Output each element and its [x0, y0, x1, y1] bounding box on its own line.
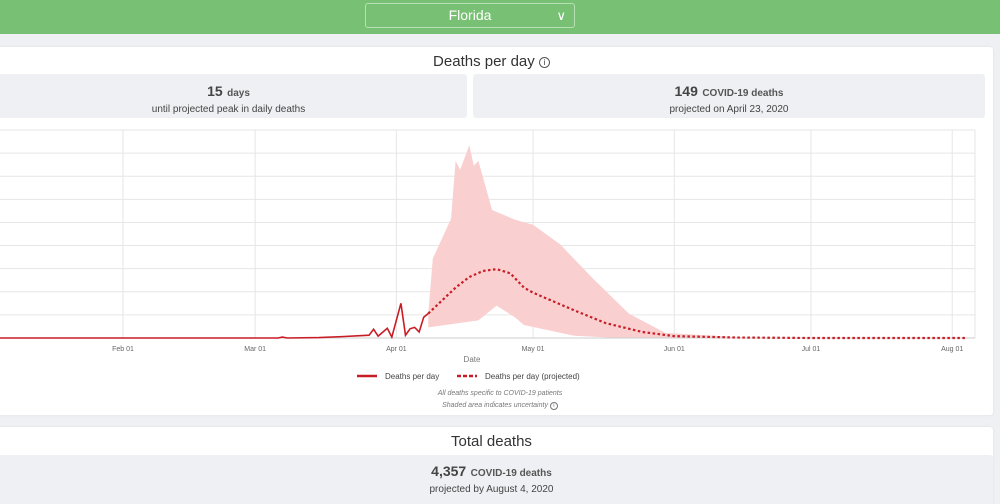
total-deaths-value: 4,357 — [431, 463, 467, 479]
state-select-value: Florida — [448, 7, 492, 23]
uncertainty-band — [428, 145, 966, 338]
total-deaths-card: Total deaths 4,357 COVID-19 deaths proje… — [0, 427, 993, 504]
card-title-text: Deaths per day — [433, 53, 535, 70]
x-tick-label: Jun 01 — [664, 346, 685, 353]
peak-deaths-unit: COVID-19 deaths — [702, 88, 784, 99]
x-tick-label: Feb 01 — [112, 346, 134, 353]
x-tick-label: May 01 — [522, 346, 545, 353]
info-icon[interactable]: i — [538, 57, 550, 68]
x-tick-label: Jul 01 — [802, 346, 821, 353]
x-tick-label: Mar 01 — [244, 346, 266, 353]
total-deaths-unit: COVID-19 deaths — [470, 468, 552, 479]
total-deaths-title: Total deaths — [451, 433, 532, 450]
legend-label-actual: Deaths per day — [385, 372, 439, 381]
total-deaths-caption: projected by August 4, 2020 — [429, 484, 554, 495]
total-deaths-stat: 4,357 COVID-19 deaths projected by Augus… — [0, 455, 993, 504]
peak-days-value: 15 — [207, 83, 223, 99]
legend-label-projected: Deaths per day (projected) — [485, 372, 580, 381]
peak-days-caption: until projected peak in daily deaths — [151, 104, 306, 115]
peak-deaths-caption: projected on April 23, 2020 — [669, 104, 789, 115]
note-uncertainty: Shaded area indicates uncertainty i — [0, 402, 1000, 410]
x-axis-label: Date — [464, 355, 481, 364]
x-tick-label: Aug 01 — [941, 346, 963, 353]
state-select[interactable]: Florida ∨ — [365, 3, 575, 28]
chevron-down-icon: ∨ — [556, 8, 566, 23]
peak-days-stat: 15 days until projected peak in daily de… — [0, 74, 467, 118]
note-deaths: All deaths specific to COVID-19 patients — [437, 390, 563, 397]
info-icon[interactable]: i — [549, 402, 558, 410]
top-bar: Florida ∨ — [0, 0, 1000, 34]
actual-deaths-line — [0, 303, 429, 340]
deaths-per-day-chart: Feb 01 Mar 01 Apr 01 May 01 Jun 01 Jul 01 Aug … — [0, 129, 976, 381]
deaths-per-day-title: Deaths per day i — [0, 53, 993, 70]
peak-deaths-value: 149 — [674, 83, 698, 99]
x-tick-label: Apr 01 — [386, 346, 407, 353]
peak-days-unit: days — [227, 88, 250, 99]
projected-deaths-line — [427, 268, 966, 340]
note-uncertainty-text: Shaded area indicates uncertainty — [442, 402, 548, 409]
peak-deaths-stat: 149 COVID-19 deaths projected on April 2… — [473, 74, 985, 118]
